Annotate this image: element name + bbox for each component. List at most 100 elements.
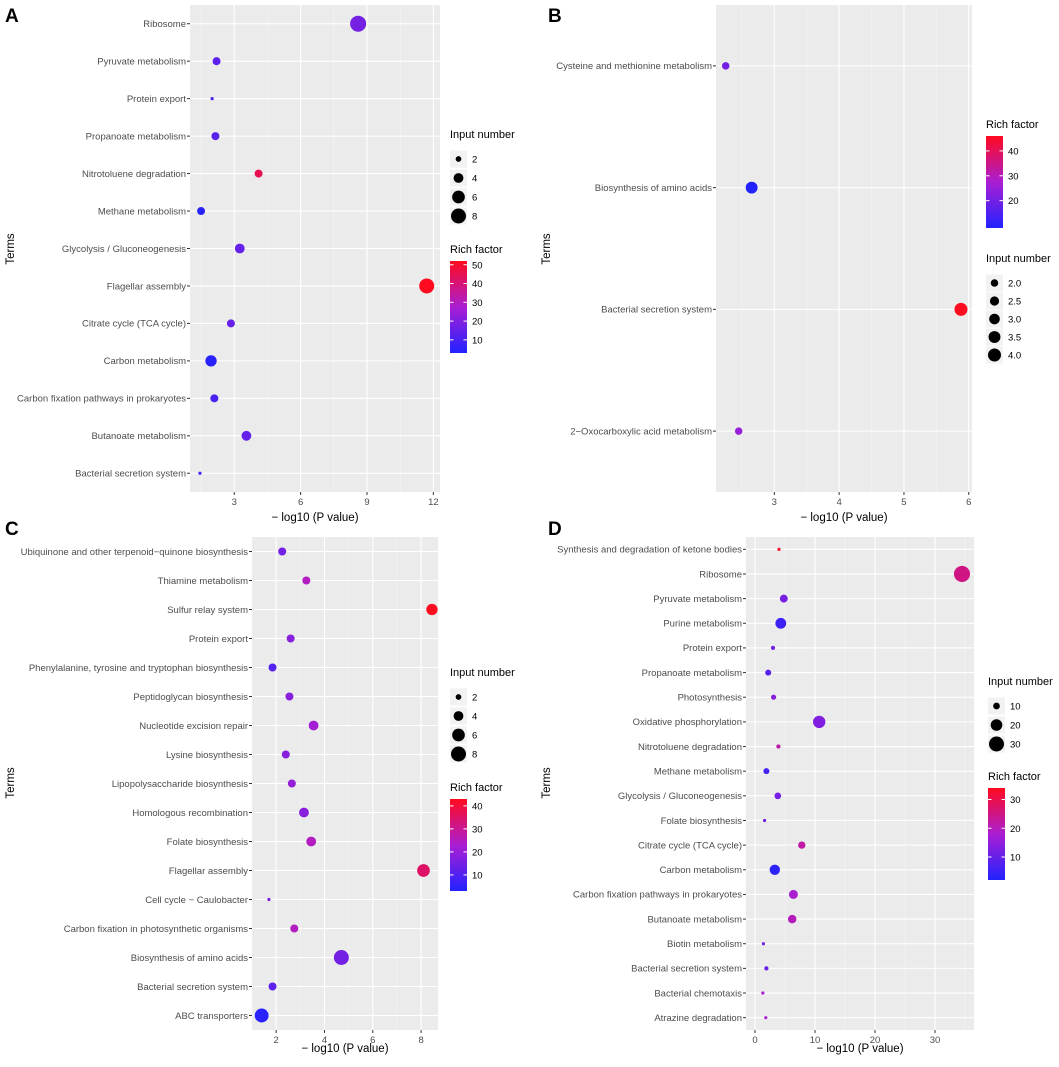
size-legend-title: Input number — [450, 667, 515, 679]
term-label: Lipopolysaccharide biosynthesis — [112, 779, 248, 790]
color-legend-label: 50 — [472, 260, 483, 271]
data-point — [299, 807, 309, 818]
data-point — [777, 547, 781, 551]
data-point — [761, 991, 765, 995]
term-label: Nitrotoluene degradation — [82, 169, 186, 180]
term-label: Pyruvate metabolism — [653, 594, 742, 605]
term-label: Lysine biosynthesis — [166, 750, 248, 761]
x-tick-label: 30 — [930, 1035, 941, 1046]
y-axis-title: Terms — [541, 233, 553, 265]
term-label: Biosynthesis of amino acids — [131, 953, 248, 964]
term-label: Glycolysis / Gluconeogenesis — [618, 791, 742, 802]
data-point — [765, 669, 772, 676]
term-label: Cysteine and methionine metabolism — [556, 61, 712, 72]
color-legend: Rich factor 10 20 30 40 50 — [450, 244, 503, 353]
term-label: Propanoate metabolism — [642, 668, 742, 679]
data-point — [734, 427, 743, 435]
size-legend: Input number 2 4 6 8 — [450, 667, 515, 763]
data-point — [426, 603, 438, 616]
data-point — [333, 950, 349, 965]
x-tick-label: 6 — [298, 497, 303, 508]
color-legend-title: Rich factor — [986, 119, 1039, 131]
term-label: Butanoate metabolism — [91, 431, 186, 442]
data-point — [268, 663, 277, 672]
data-point — [769, 864, 780, 875]
data-point — [787, 914, 797, 924]
x-tick-label: 12 — [428, 497, 439, 508]
x-tick-label: 3 — [232, 497, 237, 508]
color-legend-label: 10 — [1010, 853, 1021, 864]
size-legend-label: 6 — [472, 193, 477, 204]
x-axis-title: − log10 (P value) — [816, 1043, 903, 1055]
term-label: Propanoate metabolism — [86, 131, 186, 142]
color-legend-label: 30 — [472, 298, 483, 309]
plot-background — [746, 537, 974, 1030]
size-legend-label: 2 — [472, 693, 477, 704]
x-tick-label: 9 — [364, 497, 369, 508]
x-axis-title: − log10 (P value) — [301, 1043, 388, 1055]
color-bar — [450, 261, 467, 353]
size-legend-label: 6 — [472, 731, 477, 742]
x-tick-label: 4 — [836, 497, 841, 508]
size-legend: Input number 2.0 2.5 3.0 3.5 4.0 — [986, 253, 1051, 364]
size-legend-dot — [453, 173, 464, 183]
term-label: Phenylalanine, tyrosine and tryptophan b… — [29, 663, 248, 674]
term-label: Bacterial secretion system — [75, 469, 186, 480]
data-point — [774, 792, 782, 800]
x-tick-label: 2 — [274, 1035, 279, 1046]
term-label: Nitrotoluene degradation — [638, 742, 742, 753]
term-label: Protein export — [127, 94, 187, 105]
size-legend-dot — [453, 711, 464, 721]
data-point — [306, 836, 317, 847]
panel-letter: B — [548, 6, 562, 27]
term-label: Folate biosynthesis — [167, 837, 249, 848]
x-tick-label: 20 — [870, 1035, 881, 1046]
color-legend-label: 20 — [1008, 196, 1019, 207]
data-point — [226, 319, 235, 328]
size-legend-label: 30 — [1010, 740, 1021, 751]
size-legend-dot — [452, 728, 465, 742]
color-legend-label: 30 — [1008, 171, 1019, 182]
data-point — [745, 181, 758, 194]
term-label: Bacterial chemotaxis — [654, 988, 742, 999]
term-label: Bacterial secretion system — [137, 982, 248, 993]
data-point — [721, 62, 730, 70]
color-bar — [986, 136, 1003, 228]
term-label: Oxidative phosphorylation — [633, 717, 742, 728]
data-point — [350, 15, 367, 32]
panel-c: C 2 4 6 8 Ubiquinone and other terpenoid−quin… — [5, 519, 515, 1055]
term-label: Ribosome — [699, 569, 742, 580]
term-label: Flagellar assembly — [107, 281, 186, 292]
size-legend-dot — [989, 313, 1000, 325]
term-label: Carbon metabolism — [660, 865, 742, 876]
panel-letter: A — [5, 6, 19, 27]
data-point — [286, 634, 295, 643]
data-point — [205, 355, 217, 367]
size-legend-label: 8 — [472, 212, 477, 223]
size-legend-label: 3.5 — [1008, 333, 1021, 344]
term-label: Methane metabolism — [654, 766, 742, 777]
term-label: Ubiquinone and other terpenoid−quinone b… — [21, 547, 249, 558]
term-label: Protein export — [189, 634, 249, 645]
term-label: Carbon fixation pathways in prokaryotes — [573, 890, 742, 901]
color-legend-title: Rich factor — [450, 782, 503, 794]
size-legend-dot — [452, 190, 465, 204]
y-axis-title: Terms — [541, 767, 553, 799]
term-label: Biosynthesis of amino acids — [595, 183, 712, 194]
data-point — [234, 243, 245, 254]
y-axis-title: Terms — [5, 233, 17, 265]
data-point — [198, 471, 202, 475]
panel-a: A 3 6 9 12 Ribosome Pyruvate metabolism Protein… — [5, 5, 515, 524]
x-axis-title: − log10 (P value) — [800, 512, 887, 524]
color-legend: Rich factor 10 20 30 — [988, 771, 1041, 880]
data-point — [254, 1008, 269, 1023]
color-legend: Rich factor 20 30 40 — [986, 119, 1039, 228]
data-point — [764, 966, 769, 971]
term-label: Flagellar assembly — [169, 866, 248, 877]
x-tick-label: 5 — [901, 497, 906, 508]
size-legend-label: 2.0 — [1008, 279, 1021, 290]
data-point — [211, 132, 220, 141]
size-legend-label: 10 — [1010, 702, 1021, 713]
data-point — [290, 924, 299, 933]
term-label: Sulfur relay system — [167, 605, 248, 616]
